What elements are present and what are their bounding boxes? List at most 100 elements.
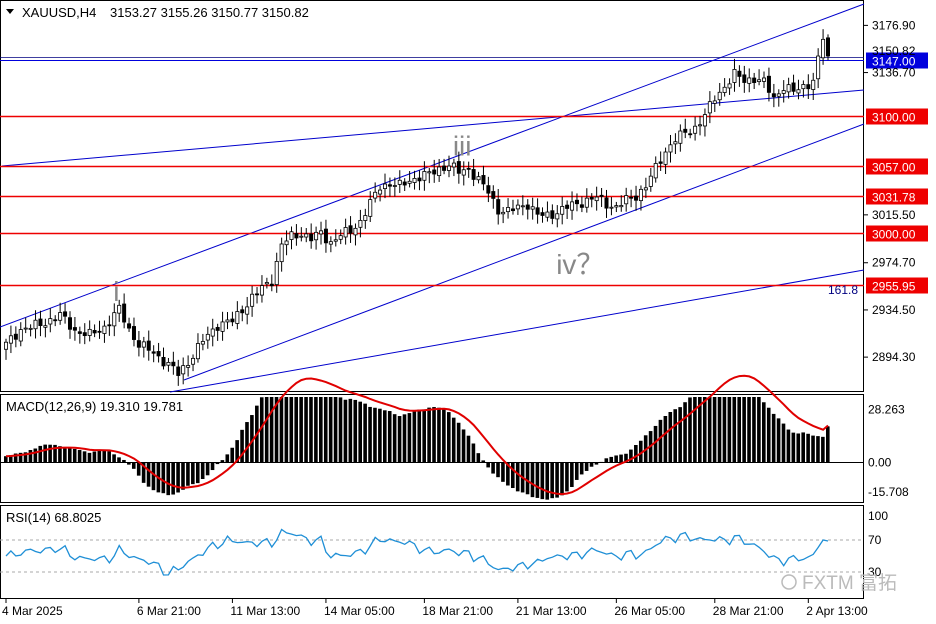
candle [299,227,304,242]
candle [161,347,166,370]
candle-body [732,69,737,83]
macd-bar [72,448,77,463]
candle [195,333,200,363]
candle-body [638,188,643,202]
candle [811,72,816,100]
candle-body [673,141,678,145]
macd-bar [427,407,431,463]
macd-bar [141,462,146,483]
candle [584,188,589,213]
macd-bar [722,397,727,463]
candle-body [245,306,250,315]
candle [752,72,757,90]
macd-bar [742,397,746,463]
candle [289,226,294,250]
candle-body [230,318,235,323]
macd-bar [358,401,362,463]
candle [816,48,821,89]
candle [579,196,584,213]
candle-body [240,309,245,314]
candle [702,108,707,137]
symbol-dropdown-icon[interactable] [6,9,14,14]
macd-bar [668,412,673,463]
candle [117,299,122,322]
level-price-label-bg [866,277,928,294]
candle [629,189,634,208]
candle-body [712,100,717,104]
candle [136,331,141,357]
macd-bar [161,462,166,494]
macd-bar [378,408,382,463]
candle [8,325,13,354]
macd-bar [348,398,353,463]
candle [186,355,191,377]
price-tick-label: 3136.70 [872,66,916,80]
candle-body [343,227,348,238]
candle-body [530,206,535,210]
candle [496,188,501,225]
candle-body [570,201,575,211]
candle-body [107,324,112,327]
candle [574,193,579,212]
candle [309,223,314,249]
candle [555,205,560,228]
candle [412,170,417,190]
candle-body [58,312,63,321]
macd-bar [786,429,791,463]
macd-bar [131,462,136,469]
time-tick-label: 6 Mar 21:00 [137,604,201,618]
time-tick-label: 26 Mar 05:00 [614,604,685,618]
candle [821,29,826,65]
candle [259,275,264,303]
macd-bar [629,449,633,463]
macd-bar [53,444,57,463]
candle [515,199,520,215]
macd-bar [333,397,338,463]
macd-bar [309,397,313,463]
candle [658,151,663,171]
macd-bar [712,397,717,463]
candle [387,177,392,197]
macd-bar [826,426,830,463]
candle-body [141,341,146,348]
macd-bar [747,397,751,463]
candle-body [550,210,555,219]
rsi-panel[interactable] [0,505,864,599]
candle-body [166,362,171,366]
macd-bar [417,409,422,463]
macd-bar [732,397,737,463]
candle-body [299,235,304,238]
macd-bar [816,436,820,463]
candle [417,170,422,191]
watermark-logo-icon [781,574,797,590]
price-tick-label: 3176.90 [872,18,916,32]
level-price-label: 2955.95 [872,280,916,294]
candle [348,216,353,243]
candle [294,224,299,246]
macd-bar [624,453,628,463]
candle-body [33,319,38,330]
candle-body [515,204,520,210]
candle [146,330,151,361]
macd-bar [678,407,682,463]
macd-tick-label: -15.708 [868,485,909,499]
candle [663,147,668,175]
candle [131,317,136,347]
macd-bar [540,462,545,500]
macd-signal-line [5,374,829,496]
macd-bar [702,397,707,463]
candle-body [92,330,97,334]
macd-bar [604,458,609,463]
candle [806,74,811,100]
current-price-readout: 3150.82 [872,44,916,58]
macd-bar [757,397,761,463]
candle-body [747,77,752,84]
candle-body [717,91,722,101]
macd-bar [437,407,441,463]
macd-bar [599,461,604,463]
candle [801,80,806,98]
candle-body [481,175,486,185]
candle-body [402,181,407,186]
macd-bar [481,460,486,463]
